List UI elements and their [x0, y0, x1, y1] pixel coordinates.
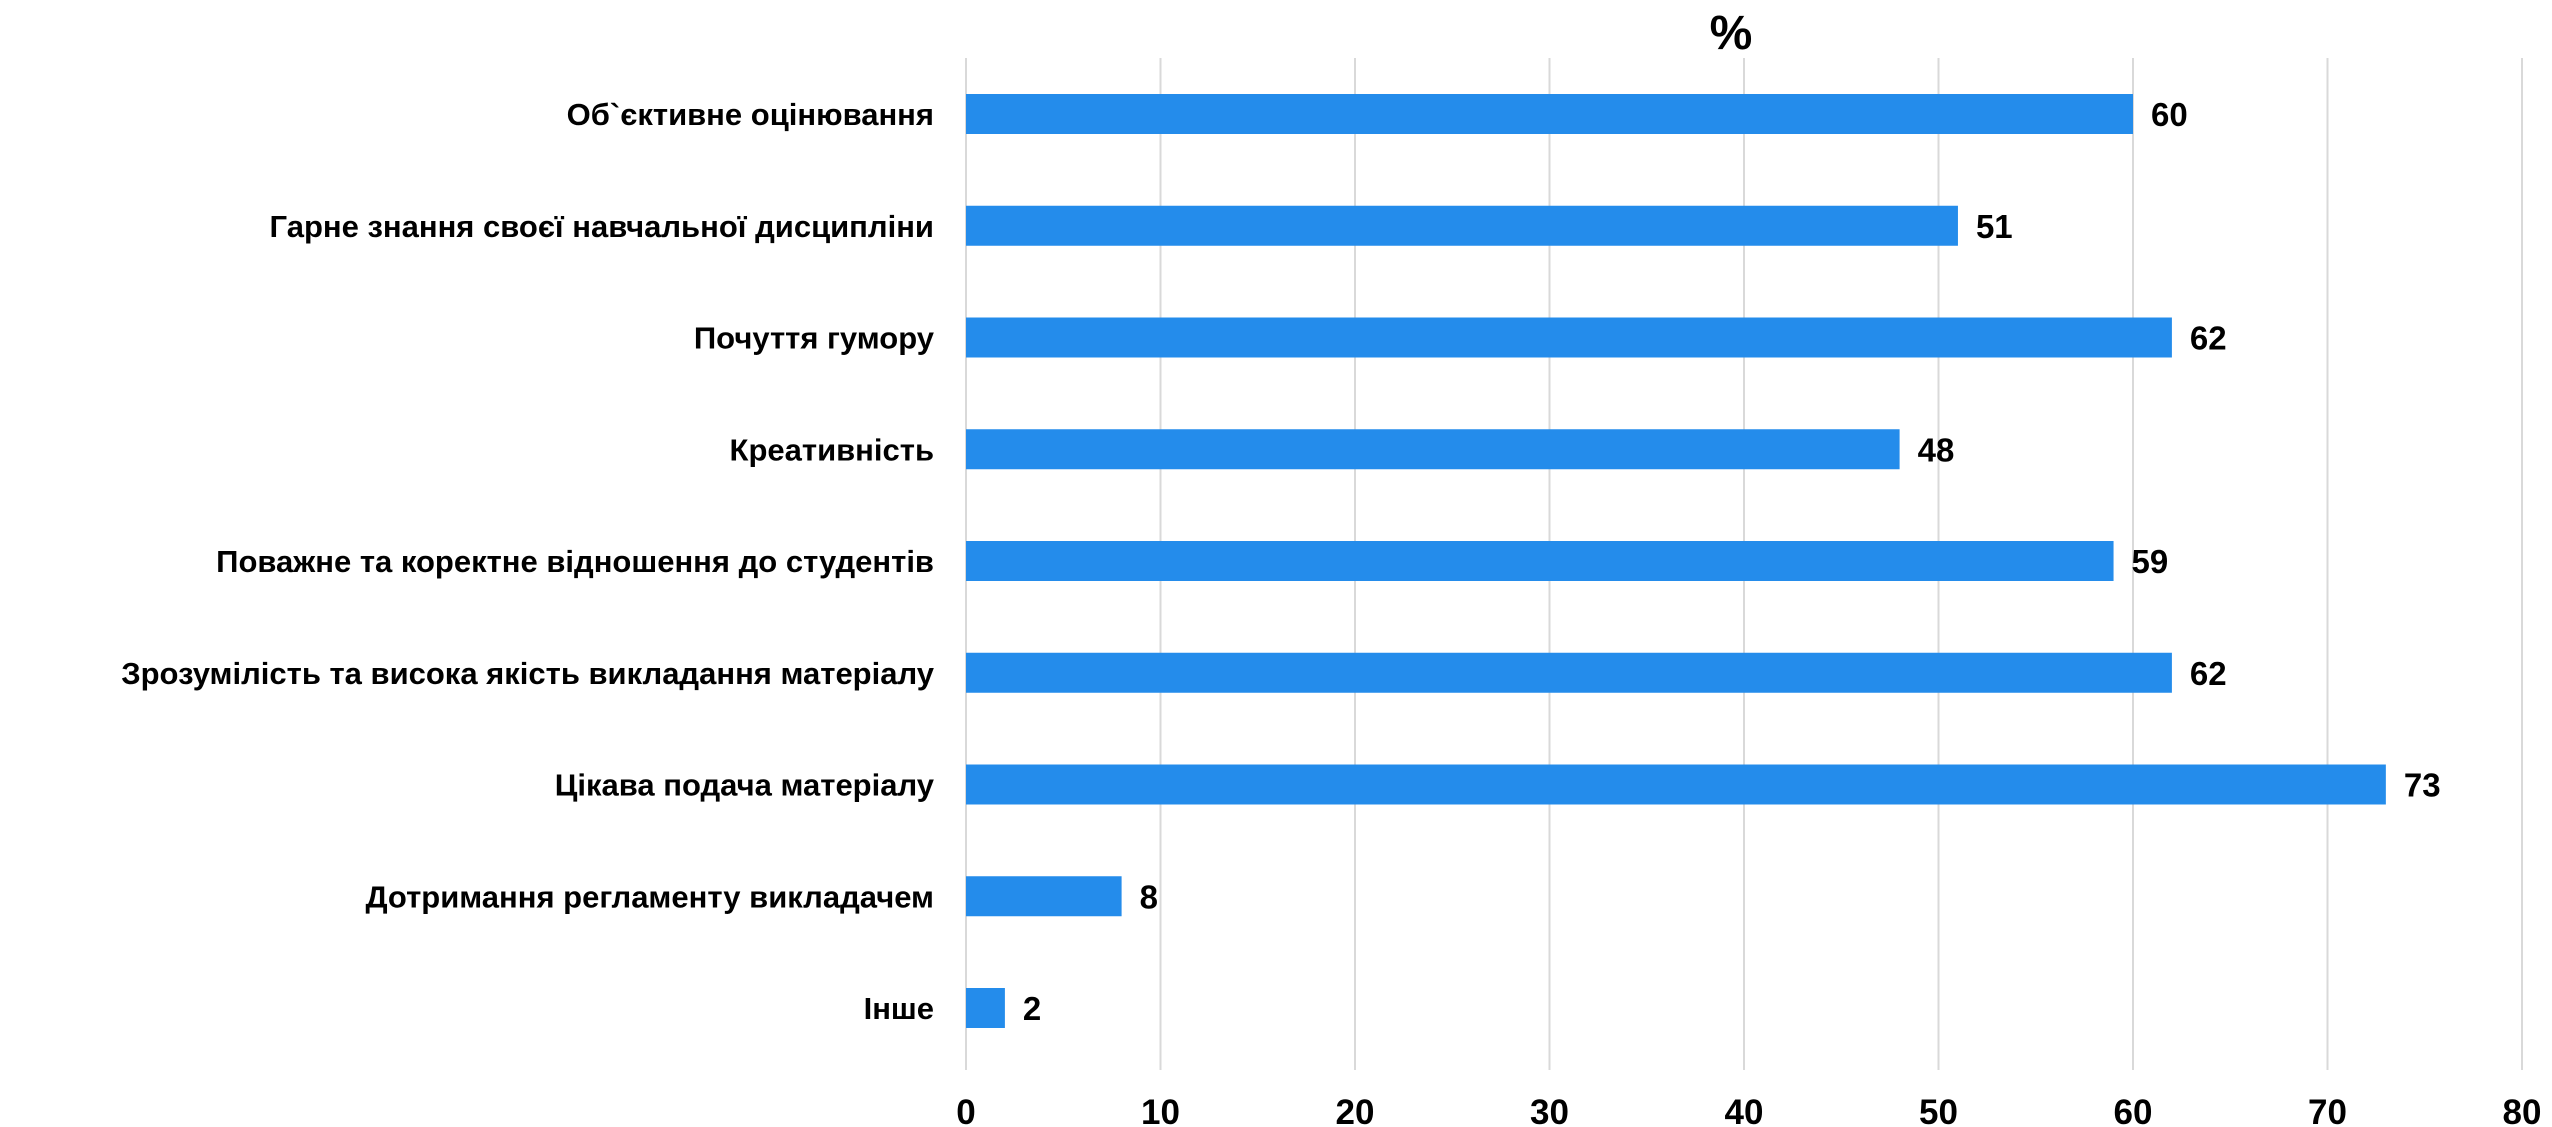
x-tick-label: 20 [1336, 1093, 1375, 1127]
x-tick-label: 80 [2503, 1093, 2542, 1127]
x-tick-label: 60 [2114, 1093, 2153, 1127]
value-label: 59 [2132, 543, 2169, 580]
category-label: Інше [864, 991, 934, 1026]
bar-4 [966, 429, 1900, 470]
category-label: Об`єктивне оцінювання [567, 97, 934, 132]
bar-6 [966, 652, 2172, 693]
value-label: 8 [1140, 878, 1158, 915]
chart-title: % [1710, 7, 1753, 60]
x-tick-label: 0 [956, 1093, 975, 1127]
value-label: 48 [1918, 431, 1955, 468]
x-tick-label: 50 [1919, 1093, 1958, 1127]
category-label: Гарне знання своєї навчальної дисципліни [270, 209, 934, 244]
category-label: Зрозумілість та висока якість викладання… [121, 656, 935, 691]
x-tick-label: 40 [1725, 1093, 1764, 1127]
bar-layer [966, 94, 2386, 1028]
category-label: Дотримання регламенту викладачем [365, 879, 934, 914]
category-label: Почуття гумору [694, 321, 935, 356]
x-axis-tick-layer: 0 10 20 30 40 50 60 70 80 [956, 1093, 2541, 1127]
category-label: Поважне та коректне відношення до студен… [216, 544, 934, 579]
value-label: 51 [1976, 208, 2013, 245]
value-label: 62 [2190, 320, 2227, 357]
category-label-layer: Об`єктивне оцінювання Гарне знання своєї … [121, 97, 935, 1026]
bar-9 [966, 988, 1005, 1028]
bar-1 [966, 94, 2133, 134]
value-label-layer: 60 51 62 48 59 62 73 8 2 [1023, 96, 2441, 1027]
bar-8 [966, 876, 1122, 917]
x-tick-label: 70 [2308, 1093, 2347, 1127]
bar-7 [966, 764, 2386, 805]
value-label: 2 [1023, 990, 1041, 1027]
value-label: 73 [2404, 767, 2441, 804]
bar-2 [966, 205, 1958, 246]
category-label: Цікава подача матеріалу [555, 768, 935, 803]
x-tick-label: 30 [1530, 1093, 1569, 1127]
bar-5 [966, 541, 2114, 581]
bar-3 [966, 317, 2172, 358]
category-label: Креативність [730, 432, 934, 467]
value-label: 60 [2151, 96, 2188, 133]
value-label: 62 [2190, 655, 2227, 692]
x-tick-label: 10 [1141, 1093, 1180, 1127]
